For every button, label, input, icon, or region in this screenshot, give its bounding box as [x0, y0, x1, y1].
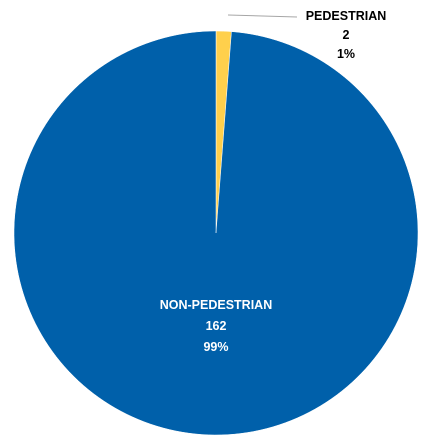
pie-slices — [13, 30, 419, 435]
non-pedestrian-value-label: 162 — [206, 319, 227, 333]
pedestrian-leader-line — [227, 14, 298, 18]
non-pedestrian-percent-label: 99% — [203, 340, 228, 354]
pedestrian-value-label: 2 — [343, 28, 350, 42]
non-pedestrian-name-label: NON-PEDESTRIAN — [160, 298, 273, 312]
non-pedestrian-label: NON-PEDESTRIAN 162 99% — [160, 298, 273, 354]
pedestrian-label: PEDESTRIAN 2 1% — [306, 9, 387, 61]
pedestrian-name-label: PEDESTRIAN — [306, 9, 387, 23]
pedestrian-percent-label: 1% — [337, 47, 355, 61]
pie-slice-non-pedestrian — [13, 30, 419, 435]
